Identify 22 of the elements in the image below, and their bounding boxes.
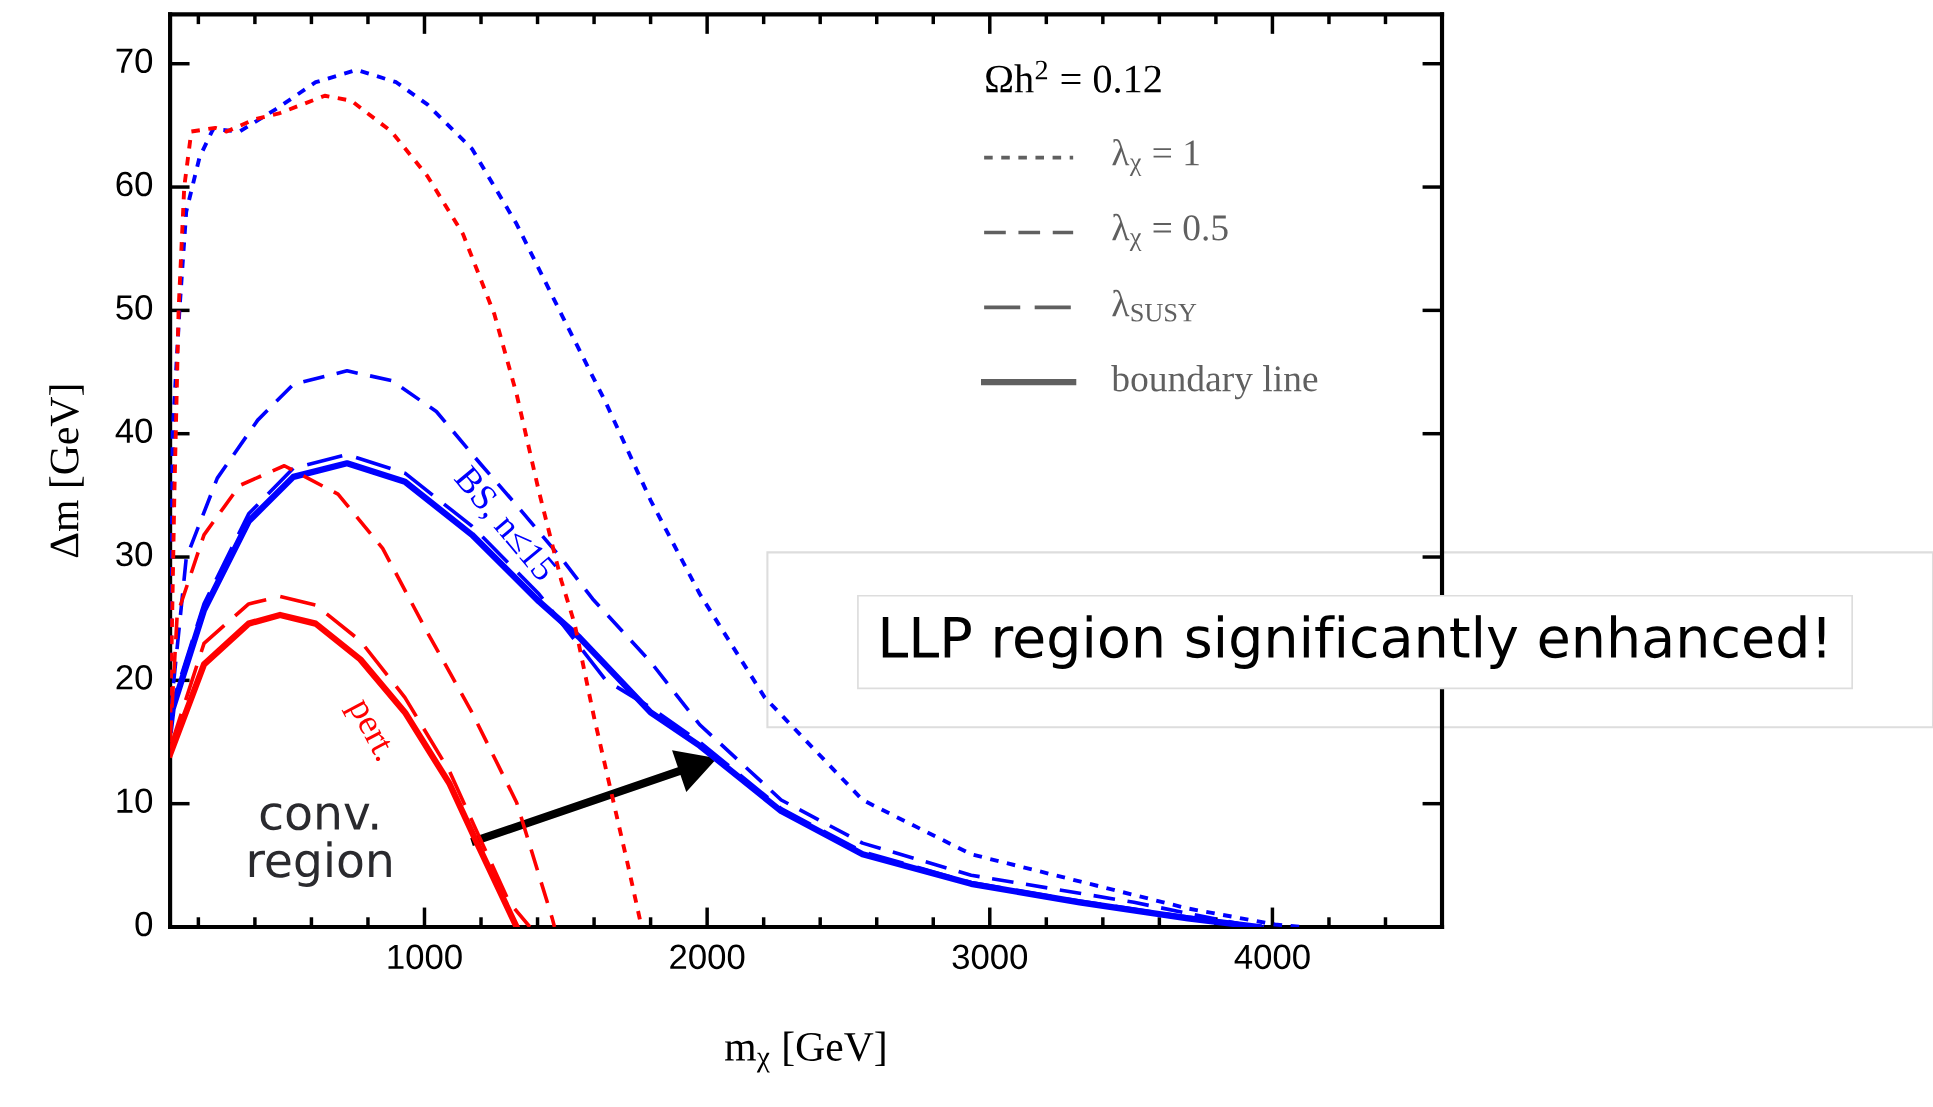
y-tick-label: 10 [117,788,153,813]
annotation: λ$_{SUSY}$ [1112,289,1197,322]
y-axis-title: Δm [GeV] [49,385,84,558]
y-tick-label: 0 [135,911,153,937]
annotation: LLP region significantly enhanced! [882,615,1825,669]
annotation: conv. region [249,803,391,887]
annotation: λ$_{χ}$ = 0.5 [1112,213,1228,251]
x-axis-title: m$_{χ}$ [GeV] [725,1031,885,1073]
x-tick-label: 1000 [388,944,462,970]
y-tick-label: 60 [116,171,153,197]
annotation: Ωh$^{2}$ = 0.12 [986,60,1161,93]
y-tick-label: 40 [115,418,153,444]
y-tick-label: 30 [116,541,153,567]
y-tick-label: 70 [116,48,153,74]
x-tick-label: 3000 [952,944,1028,970]
annotation: pert. [341,697,396,766]
annotation: boundary line [1111,365,1318,400]
y-tick-label: 50 [116,295,153,320]
x-tick-label: 2000 [670,944,745,970]
annotation: λ$_{χ}$ = 1 [1112,138,1199,177]
x-tick-label: 4000 [1234,944,1310,970]
y-tick-label: 20 [116,665,153,690]
